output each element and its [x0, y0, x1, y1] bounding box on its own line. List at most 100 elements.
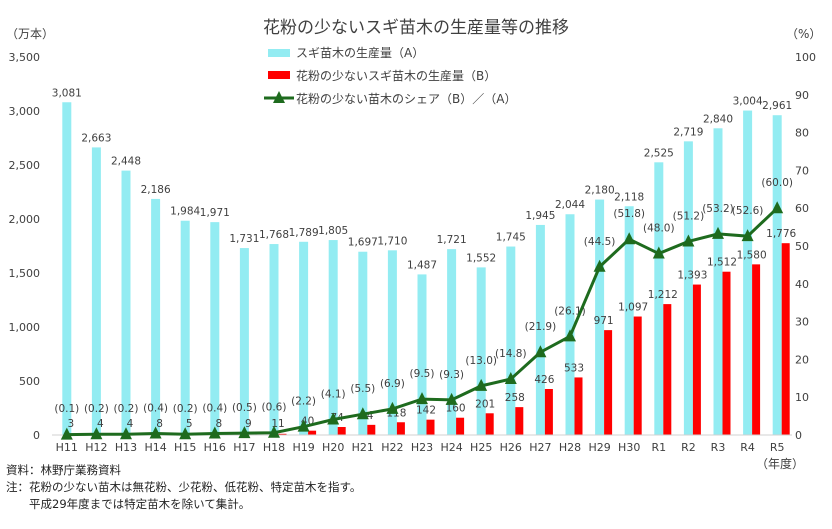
bar-b: [752, 264, 761, 435]
label-a: 1,971: [200, 207, 230, 219]
left-tick-label: 2,500: [9, 159, 41, 172]
bar-b: [308, 430, 317, 435]
bar-b: [544, 388, 553, 435]
share-marker: [386, 401, 399, 414]
right-tick-label: 100: [795, 51, 816, 64]
share-marker: [712, 226, 724, 239]
bar-a: [417, 274, 427, 435]
x-tick-label: H23: [411, 441, 433, 454]
note-1: 注：花粉の少ない苗木は無花粉、少花粉、低花粉、特定苗木を指す。: [6, 480, 362, 494]
x-tick-label: H30: [618, 441, 640, 454]
label-b: 258: [505, 392, 525, 404]
share-marker: [504, 372, 517, 385]
x-tick-label: H18: [263, 441, 285, 454]
bar-b: [426, 419, 435, 435]
label-b: 3: [67, 418, 74, 430]
left-tick-label: 2,000: [9, 213, 41, 226]
label-b: 533: [564, 362, 584, 374]
label-b: 142: [416, 405, 436, 417]
bar-a: [743, 110, 753, 436]
x-axis-label: （年度）: [756, 456, 804, 471]
label-a: 1,552: [466, 252, 496, 264]
label-share: (14.8): [495, 348, 527, 360]
right-tick-label: 90: [795, 89, 809, 102]
x-tick-label: H19: [292, 441, 314, 454]
label-b: 971: [594, 315, 614, 327]
share-marker: [416, 392, 428, 405]
bar-a: [595, 199, 605, 435]
bar-b: [367, 424, 376, 435]
bar-a: [121, 170, 131, 435]
label-b: 426: [534, 374, 554, 386]
label-share: (51.2): [673, 210, 705, 222]
label-share: (53.2): [702, 203, 734, 215]
share-marker: [297, 419, 310, 432]
x-tick-label: H15: [174, 441, 196, 454]
share-marker: [771, 201, 784, 214]
share-marker: [741, 229, 754, 242]
label-a: 2,044: [555, 199, 585, 211]
right-tick-label: 80: [795, 127, 809, 140]
share-marker: [682, 234, 695, 247]
label-b: 4: [127, 418, 134, 430]
right-tick-label: 40: [795, 278, 809, 291]
left-tick-label: 3,000: [9, 105, 41, 118]
x-tick-label: R5: [770, 441, 785, 454]
left-tick-label: 1,000: [9, 321, 41, 334]
bar-a: [683, 141, 693, 435]
bar-b: [663, 304, 672, 435]
legend-swatch-b: [268, 71, 290, 79]
share-marker: [593, 259, 606, 272]
x-tick-label: R4: [740, 441, 755, 454]
legend-label-b: 花粉の少ないスギ苗木の生産量（B）: [296, 68, 496, 83]
label-share: (51.8): [613, 208, 645, 220]
share-marker: [60, 427, 73, 440]
legend-label-share: 花粉の少ない苗木のシェア（B）／（A）: [296, 91, 516, 106]
share-marker: [564, 329, 576, 342]
x-tick-label: H22: [381, 441, 403, 454]
bar-a: [358, 251, 368, 435]
label-share: (0.4): [143, 402, 168, 414]
x-tick-label: H12: [85, 441, 107, 454]
bar-a: [772, 115, 782, 435]
bar-b: [396, 422, 405, 435]
share-marker: [238, 426, 251, 439]
label-a: 3,081: [52, 87, 82, 99]
label-a: 1,487: [407, 259, 437, 271]
label-share: (0.1): [54, 403, 79, 415]
label-a: 2,186: [141, 184, 171, 196]
label-share: (48.0): [643, 223, 675, 235]
label-b: 1,512: [707, 257, 737, 269]
bar-a: [210, 222, 220, 435]
label-b: 201: [475, 398, 495, 410]
bar-a: [299, 241, 309, 435]
label-b: 1,776: [766, 228, 796, 240]
bar-a: [239, 248, 249, 435]
label-a: 2,961: [762, 100, 792, 112]
label-a: 2,180: [585, 185, 615, 197]
label-b: 1,212: [648, 289, 678, 301]
x-tick-label: R1: [651, 441, 666, 454]
bar-b: [604, 330, 613, 435]
bar-b: [485, 413, 494, 435]
label-share: (0.2): [173, 403, 198, 415]
share-marker: [208, 426, 221, 439]
share-marker: [268, 425, 280, 438]
bar-b: [515, 407, 524, 435]
bar-a: [91, 147, 101, 435]
label-a: 2,448: [111, 156, 141, 168]
label-share: (5.5): [350, 383, 375, 395]
label-a: 1,745: [496, 232, 526, 244]
label-share: (52.6): [732, 205, 764, 217]
label-share: (0.5): [232, 402, 257, 414]
legend-swatch-a: [268, 49, 290, 57]
label-a: 1,731: [229, 233, 259, 245]
x-tick-label: H16: [204, 441, 226, 454]
x-tick-label: H14: [144, 441, 166, 454]
x-tick-label: H21: [352, 441, 374, 454]
label-b: 4: [97, 418, 104, 430]
share-marker: [149, 426, 162, 439]
x-tick-label: H20: [322, 441, 344, 454]
